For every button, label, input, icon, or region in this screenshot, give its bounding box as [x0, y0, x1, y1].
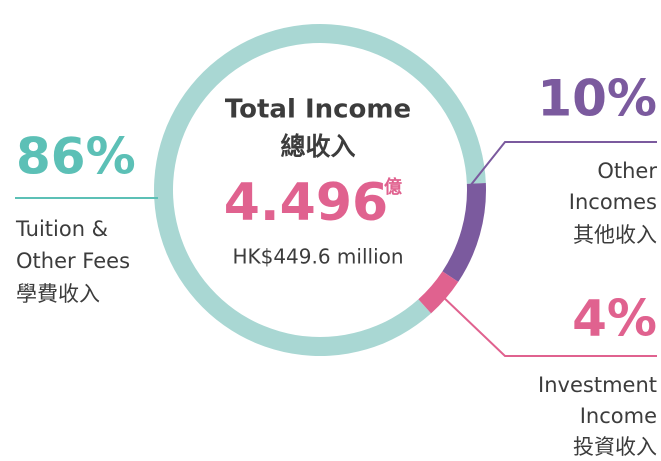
category-label: 學費收入	[16, 282, 100, 306]
category-label: Income	[580, 404, 657, 428]
category-label: 其他收入	[573, 223, 657, 247]
center-note: HK$449.6 million	[232, 245, 403, 269]
donut-slice	[442, 183, 486, 282]
leader-line	[439, 293, 657, 357]
value-label: 4%	[572, 290, 657, 348]
chart-subtitle: 總收入	[280, 132, 355, 161]
value-label: 86%	[16, 128, 136, 186]
category-label: Investment	[538, 373, 657, 397]
category-label: 投資收入	[573, 435, 657, 459]
category-label: Incomes	[569, 190, 657, 214]
chart-title: Total Income	[225, 95, 411, 125]
category-label: Other	[597, 159, 657, 183]
value-label: 10%	[537, 70, 657, 128]
category-label: Tuition &	[15, 217, 108, 241]
center-unit: 億	[384, 176, 402, 198]
leader-line	[469, 141, 657, 187]
center-value: 4.496	[224, 173, 388, 233]
donut-slice	[418, 271, 459, 314]
category-label: Other Fees	[16, 249, 130, 273]
